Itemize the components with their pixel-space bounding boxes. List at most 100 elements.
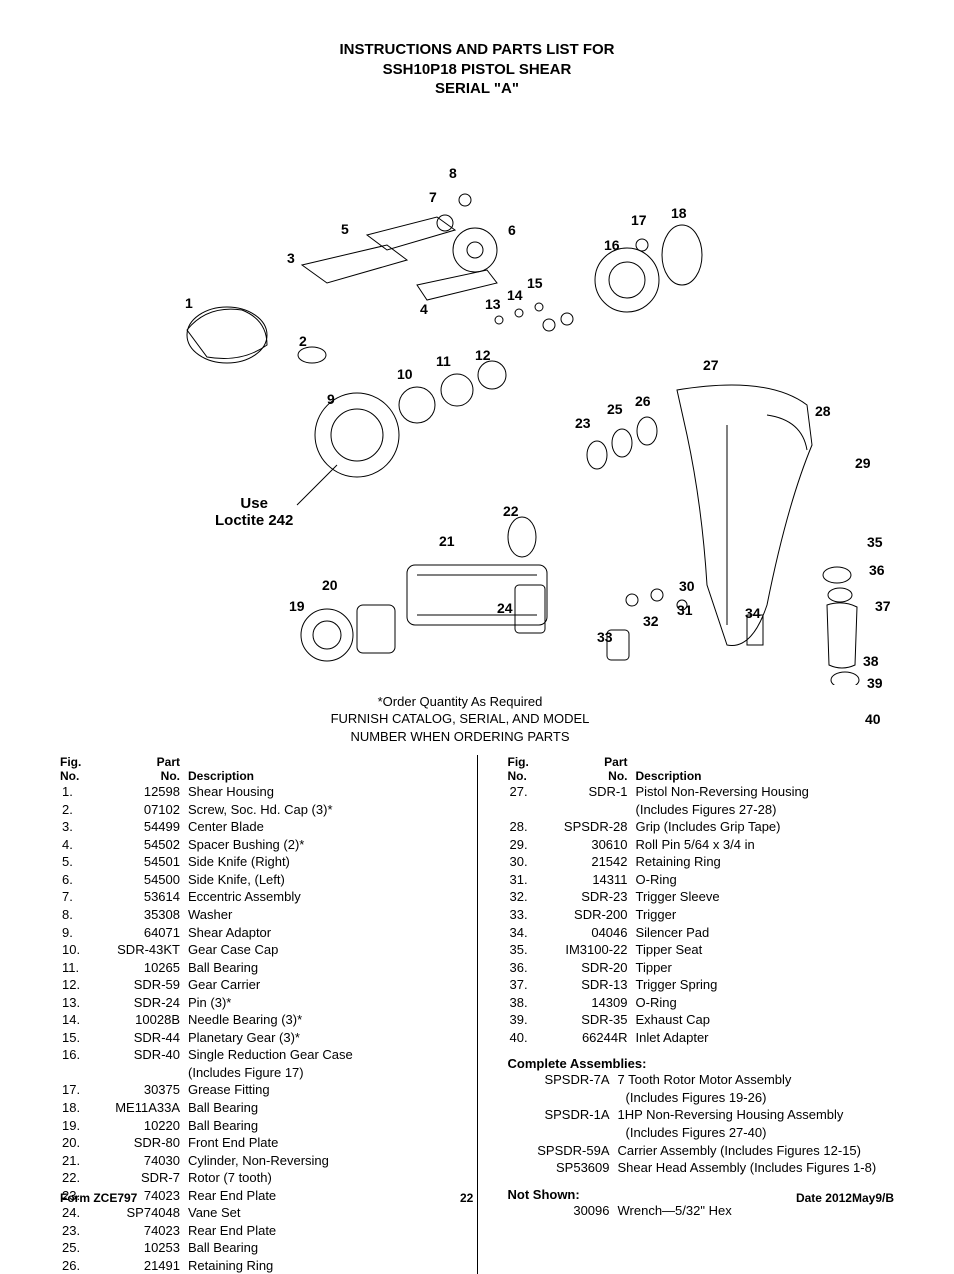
desc-cont: (Includes Figures 27-28) [508,801,895,819]
assembly-row: SPSDR-1A1HP Non-Reversing Housing Assemb… [508,1106,895,1124]
footer-date: Date 2012May9/B [796,1191,894,1205]
part-no: 54499 [108,818,188,836]
right-row: 31.14311O-Ring [508,871,895,889]
right-row: 37.SDR-13Trigger Spring [508,976,895,994]
fig-no: 11. [60,959,108,977]
part-no: 12598 [108,783,188,801]
fig-no: 19. [60,1117,108,1135]
part-no: SDR-43KT [108,941,188,959]
part-desc: Exhaust Cap [636,1011,895,1029]
part-no: 66244R [556,1029,636,1047]
callout-30: 30 [679,578,695,594]
fig-no: 2. [60,801,108,819]
part-no: SDR-13 [556,976,636,994]
fig-no: 29. [508,836,556,854]
left-row: 9.64071Shear Adaptor [60,924,447,942]
footer-form: Form ZCE797 [60,1191,137,1205]
left-row: 19.10220Ball Bearing [60,1117,447,1135]
right-row: 27.SDR-1Pistol Non-Reversing Housing [508,783,895,801]
fig-no: 6. [60,871,108,889]
part-no: 54501 [108,853,188,871]
part-no: ME11A33A [108,1099,188,1117]
part-desc: Side Knife (Right) [188,853,447,871]
hdr-no: No. [60,769,79,783]
callout-7: 7 [429,189,437,205]
left-row: 22.SDR-7Rotor (7 tooth) [60,1169,447,1187]
left-row: 15.SDR-44Planetary Gear (3)* [60,1029,447,1047]
part-no: SDR-80 [108,1134,188,1152]
callout-40: 40 [865,711,881,727]
part-no: 07102 [108,801,188,819]
fig-no: 20. [60,1134,108,1152]
assy-part: SP53609 [508,1159,618,1177]
fig-no: 33. [508,906,556,924]
exploded-view-diagram: UseLoctite 242 1234567891011121314151617… [67,105,887,685]
callout-8: 8 [449,165,457,181]
hdr-fig: Fig. [60,755,81,769]
part-desc: Retaining Ring [188,1257,447,1274]
part-no: 54500 [108,871,188,889]
part-desc: Grip (Includes Grip Tape) [636,818,895,836]
callout-25: 25 [607,401,623,417]
left-row: 25.10253Ball Bearing [60,1239,447,1257]
part-no: SDR-7 [108,1169,188,1187]
part-desc: Cylinder, Non-Reversing [188,1152,447,1170]
part-no: SDR-1 [556,783,636,801]
page-footer: Form ZCE797 22 Date 2012May9/B [60,1191,894,1205]
assy-part: SPSDR-1A [508,1106,618,1124]
part-no: 14309 [556,994,636,1012]
part-no: 30375 [108,1081,188,1099]
title-line1: INSTRUCTIONS AND PARTS LIST FOR [60,40,894,60]
part-no: SP74048 [108,1204,188,1222]
right-row: 30.21542Retaining Ring [508,853,895,871]
left-row: 14.10028BNeedle Bearing (3)* [60,1011,447,1029]
left-row: 26.21491Retaining Ring [60,1257,447,1274]
right-row: 28.SPSDR-28Grip (Includes Grip Tape) [508,818,895,836]
part-desc: Pin (3)* [188,994,447,1012]
fig-no: 31. [508,871,556,889]
callout-5: 5 [341,221,349,237]
part-no: 10265 [108,959,188,977]
right-row: 38.14309O-Ring [508,994,895,1012]
part-no: SDR-20 [556,959,636,977]
fig-no: 5. [60,853,108,871]
fig-no: 38. [508,994,556,1012]
callout-10: 10 [397,366,413,382]
right-row: 39.SDR-35Exhaust Cap [508,1011,895,1029]
part-no: 64071 [108,924,188,942]
fig-no: 22. [60,1169,108,1187]
part-desc: Grease Fitting [188,1081,447,1099]
left-row: 10.SDR-43KTGear Case Cap [60,941,447,959]
callout-16: 16 [604,237,620,253]
hdr-fig-r: Fig. [508,755,529,769]
part-desc: Inlet Adapter [636,1029,895,1047]
callout-29: 29 [855,455,871,471]
part-no: SDR-35 [556,1011,636,1029]
part-no: 30610 [556,836,636,854]
fig-no: 35. [508,941,556,959]
right-row: 35.IM3100-22Tipper Seat [508,941,895,959]
fig-no: 24. [60,1204,108,1222]
fig-no: 34. [508,924,556,942]
assy-desc: Carrier Assembly (Includes Figures 12-15… [618,1142,895,1160]
part-desc: Center Blade [188,818,447,836]
fig-no: 10. [60,941,108,959]
assembly-row: SPSDR-7A7 Tooth Rotor Motor Assembly [508,1071,895,1089]
left-row: 1.12598Shear Housing [60,783,447,801]
part-desc: Ball Bearing [188,1239,447,1257]
callout-32: 32 [643,613,659,629]
fig-no: 26. [60,1257,108,1274]
part-desc: Single Reduction Gear Case [188,1046,447,1064]
part-no: 14311 [556,871,636,889]
left-row: 24.SP74048Vane Set [60,1204,447,1222]
fig-no: 1. [60,783,108,801]
left-row: 6.54500Side Knife, (Left) [60,871,447,889]
part-desc: O-Ring [636,994,895,1012]
assy-desc: 1HP Non-Reversing Housing Assembly [618,1106,895,1124]
hdr-part: Part [157,755,180,769]
part-no: SDR-24 [108,994,188,1012]
part-desc: Gear Carrier [188,976,447,994]
part-no: SPSDR-28 [556,818,636,836]
assemblies-head: Complete Assemblies: [508,1056,895,1071]
right-row: 34.04046Silencer Pad [508,924,895,942]
